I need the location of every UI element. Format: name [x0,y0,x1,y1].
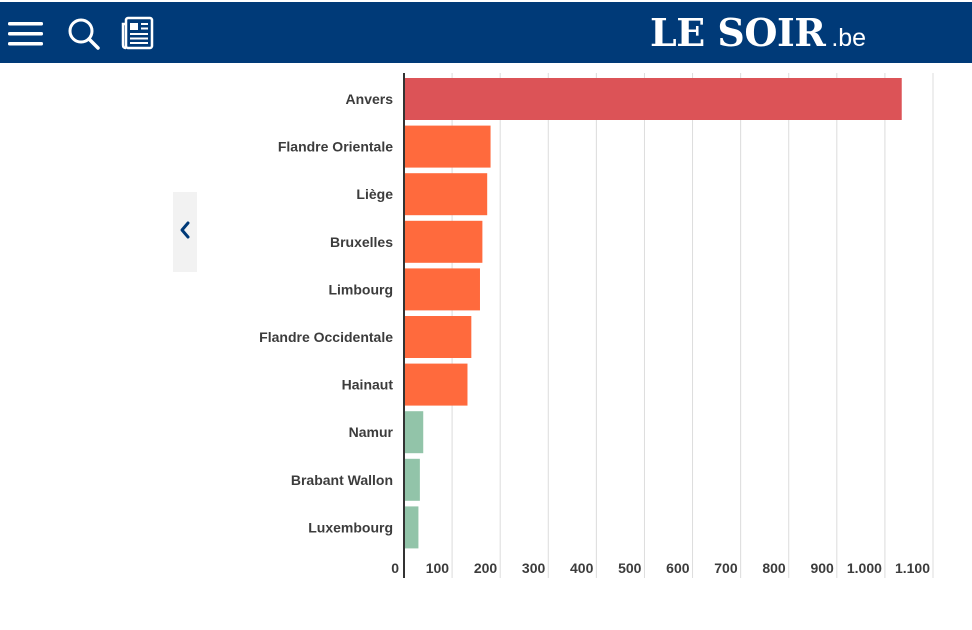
carousel-prev-button[interactable] [173,192,197,272]
x-tick-label: 600 [666,560,690,576]
bar-namur[interactable] [404,411,424,454]
bar-flandre-occidentale[interactable] [404,316,472,358]
x-tick-label: 100 [426,560,450,576]
category-label: Namur [349,424,394,440]
bars [404,78,902,549]
x-tick-label: 1.000 [847,560,882,576]
bar-brabant-wallon[interactable] [404,458,420,501]
category-label: Limbourg [328,281,393,297]
x-tick-label: 1.100 [895,560,930,576]
category-label: Luxembourg [308,519,393,535]
category-labels: Anvers Flandre Orientale Liège Bruxelles Lim… [259,91,393,535]
site-logo[interactable]: LE SOIR .be [650,10,866,56]
header-bar: LE SOIR .be [0,2,972,63]
bar-luxembourg[interactable] [404,506,419,549]
bar-hainaut[interactable] [404,363,468,406]
bar-li-ge[interactable] [404,173,488,216]
category-label: Bruxelles [330,234,393,250]
newspaper-icon[interactable] [120,14,158,52]
category-label: Liège [356,186,393,202]
x-tick-label: 900 [810,560,834,576]
search-icon[interactable] [65,14,103,52]
x-tick-label: 300 [522,560,546,576]
category-label: Hainaut [342,377,394,393]
menu-icon[interactable] [7,14,45,52]
category-label: Flandre Orientale [278,139,393,155]
x-tick-label: 700 [714,560,738,576]
chevron-left-icon [180,221,190,239]
category-label: Brabant Wallon [291,472,393,488]
x-tick-label: 200 [474,560,498,576]
bar-bruxelles[interactable] [404,220,483,263]
bar-anvers[interactable] [404,78,902,120]
x-tick-label: 400 [570,560,594,576]
logo-text: LE SOIR [650,10,826,55]
x-axis-ticks: 0 100 200 300 400 500 600 700 800 900 1.000 1.100 [391,560,930,576]
gridlines [451,73,934,578]
x-tick-label: 0 [391,560,399,576]
category-label: Anvers [346,91,394,107]
bar-limbourg[interactable] [404,268,480,311]
logo-domain: .be [831,24,867,52]
category-label: Flandre Occidentale [259,329,393,345]
x-tick-label: 500 [618,560,642,576]
x-tick-label: 800 [762,560,786,576]
bar-flandre-orientale[interactable] [404,125,491,168]
